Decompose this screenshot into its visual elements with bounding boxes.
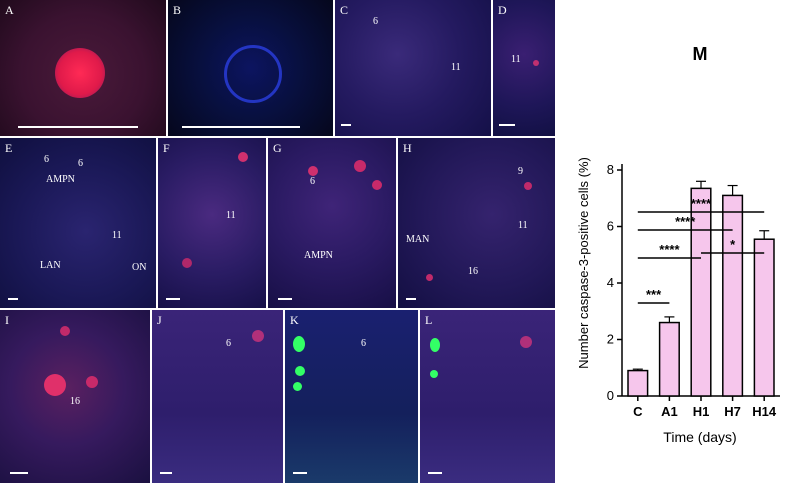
y-tick-label: 6 <box>607 219 614 234</box>
panel-d: D 11 <box>493 0 555 136</box>
panel-c: C 6 11 <box>335 0 491 136</box>
annotation: 6 <box>226 338 231 349</box>
scale-bar <box>160 472 172 474</box>
panel-h: H 9 11 MAN 16 <box>398 138 555 308</box>
x-tick-label: H14 <box>752 404 777 419</box>
panel-label: J <box>157 313 162 327</box>
x-tick-label: H7 <box>724 404 741 419</box>
x-axis-label: Time (days) <box>663 429 736 445</box>
red-cell <box>520 336 532 348</box>
panel-label: L <box>425 313 433 327</box>
green-cell <box>295 366 305 376</box>
panel-k: K 6 <box>285 310 418 483</box>
red-cell <box>354 160 366 172</box>
red-stained-nucleus <box>55 48 105 98</box>
annotation: 11 <box>451 62 461 73</box>
bar <box>722 194 744 397</box>
scale-bar <box>293 472 307 474</box>
x-tick-label: C <box>633 404 643 419</box>
annotation: 11 <box>511 54 521 65</box>
annotation: 6 <box>310 176 315 187</box>
panel-l: L <box>420 310 555 483</box>
red-cell <box>372 180 382 190</box>
panel-label: I <box>5 313 9 327</box>
green-cell <box>430 370 438 378</box>
annotation: AMPN <box>304 250 333 261</box>
annotation: AMPN <box>46 174 75 185</box>
chart-title: M <box>693 44 708 64</box>
scale-bar <box>278 298 292 300</box>
red-cell <box>524 182 532 190</box>
y-tick-label: 4 <box>607 275 614 290</box>
annotation: 16 <box>70 396 80 407</box>
panel-j: J 6 <box>152 310 283 483</box>
panel-label: G <box>273 141 282 155</box>
annotation: 11 <box>518 220 528 231</box>
panel-label: F <box>163 141 170 155</box>
annotation: 6 <box>373 16 378 27</box>
red-cell <box>44 374 66 396</box>
panel-b: B <box>168 0 333 136</box>
significance-label: **** <box>675 214 696 229</box>
red-cell <box>308 166 318 176</box>
bar <box>627 369 649 397</box>
bar <box>658 321 680 397</box>
panel-label: D <box>498 3 507 17</box>
significance-label: **** <box>691 196 712 211</box>
red-cell <box>252 330 264 342</box>
significance-label: **** <box>659 242 680 257</box>
x-tick-label: A1 <box>661 404 678 419</box>
red-cell <box>238 152 248 162</box>
scale-bar <box>428 472 442 474</box>
y-tick-label: 0 <box>607 388 614 403</box>
annotation: 16 <box>468 266 478 277</box>
panel-label: C <box>340 3 349 17</box>
scale-bar <box>8 298 18 300</box>
panel-label: E <box>5 141 13 155</box>
scale-bar <box>18 126 138 128</box>
panel-e: E 6 6 AMPN 11 LAN ON <box>0 138 156 308</box>
annotation: 6 <box>44 154 49 165</box>
bar <box>753 238 775 397</box>
red-cell <box>86 376 98 388</box>
panel-label: A <box>5 3 14 17</box>
annotation: 11 <box>226 210 236 221</box>
red-cell <box>533 60 539 66</box>
scale-bar <box>406 298 416 300</box>
panel-label: B <box>173 3 182 17</box>
scale-bar <box>10 472 28 474</box>
panel-label: H <box>403 141 412 155</box>
scale-bar <box>341 124 351 126</box>
scale-bar <box>166 298 180 300</box>
panel-i: I 16 <box>0 310 150 483</box>
red-cell <box>60 326 70 336</box>
annotation: 11 <box>112 230 122 241</box>
annotation: MAN <box>406 234 430 245</box>
bar-chart: M Number caspase-3-positive cells (%) Ti… <box>576 44 780 445</box>
green-cell <box>293 336 305 352</box>
annotation: 6 <box>361 338 366 349</box>
scale-bar <box>499 124 515 126</box>
annotation: LAN <box>40 260 61 271</box>
annotation: 6 <box>78 158 83 169</box>
x-tick-label: H1 <box>693 404 710 419</box>
annotation: 9 <box>518 166 523 177</box>
red-cell <box>426 274 433 281</box>
blue-ring-nucleus <box>224 45 282 103</box>
scale-bar <box>182 126 300 128</box>
panel-g: G 6 AMPN <box>268 138 396 308</box>
y-axis-label: Number caspase-3-positive cells (%) <box>576 157 591 369</box>
y-tick-label: 2 <box>607 332 614 347</box>
green-cell <box>293 382 302 391</box>
significance-label: *** <box>646 287 662 302</box>
panel-label: K <box>290 313 299 327</box>
panel-f: F 11 <box>158 138 266 308</box>
green-cell <box>430 338 440 352</box>
y-tick-label: 8 <box>607 162 614 177</box>
red-cell <box>182 258 192 268</box>
annotation: ON <box>132 262 147 273</box>
significance-label: * <box>730 237 736 252</box>
panel-a: A <box>0 0 166 136</box>
